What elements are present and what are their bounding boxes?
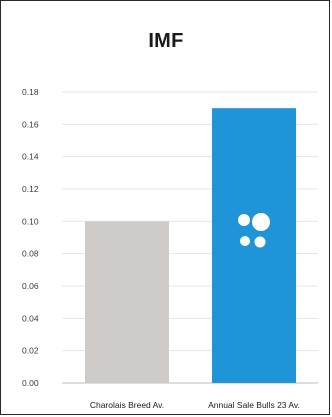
logo-dot — [254, 236, 266, 248]
four-dots-logo-icon — [238, 213, 270, 248]
y-tick-label: 0.00 — [22, 378, 39, 388]
y-tick-labels: 0.00 0.02 0.04 0.06 0.08 0.10 0.12 0.14 0.16 0.18 — [22, 87, 39, 388]
y-tick-label: 0.10 — [22, 216, 39, 226]
bar — [212, 108, 296, 384]
y-tick-label: 0.04 — [22, 313, 39, 323]
logo-dot — [238, 214, 250, 226]
y-tick-label: 0.14 — [22, 152, 39, 162]
x-category-label: Charolais Breed Av. — [90, 400, 164, 410]
bars — [85, 108, 296, 384]
y-tick-label: 0.16 — [22, 119, 39, 129]
y-tick-label: 0.18 — [22, 87, 39, 97]
y-tick-label: 0.06 — [22, 281, 39, 291]
x-category-label: Annual Sale Bulls 23 Av. — [208, 400, 300, 410]
y-tick-label: 0.08 — [22, 249, 39, 259]
logo-dot — [252, 213, 270, 231]
bar — [85, 221, 169, 383]
y-tick-label: 0.12 — [22, 184, 39, 194]
x-category-labels: Charolais Breed Av. Annual Sale Bulls 23 … — [90, 400, 300, 410]
logo-dot — [240, 236, 250, 246]
chart-title: IMF — [148, 30, 184, 52]
y-tick-label: 0.02 — [22, 346, 39, 356]
